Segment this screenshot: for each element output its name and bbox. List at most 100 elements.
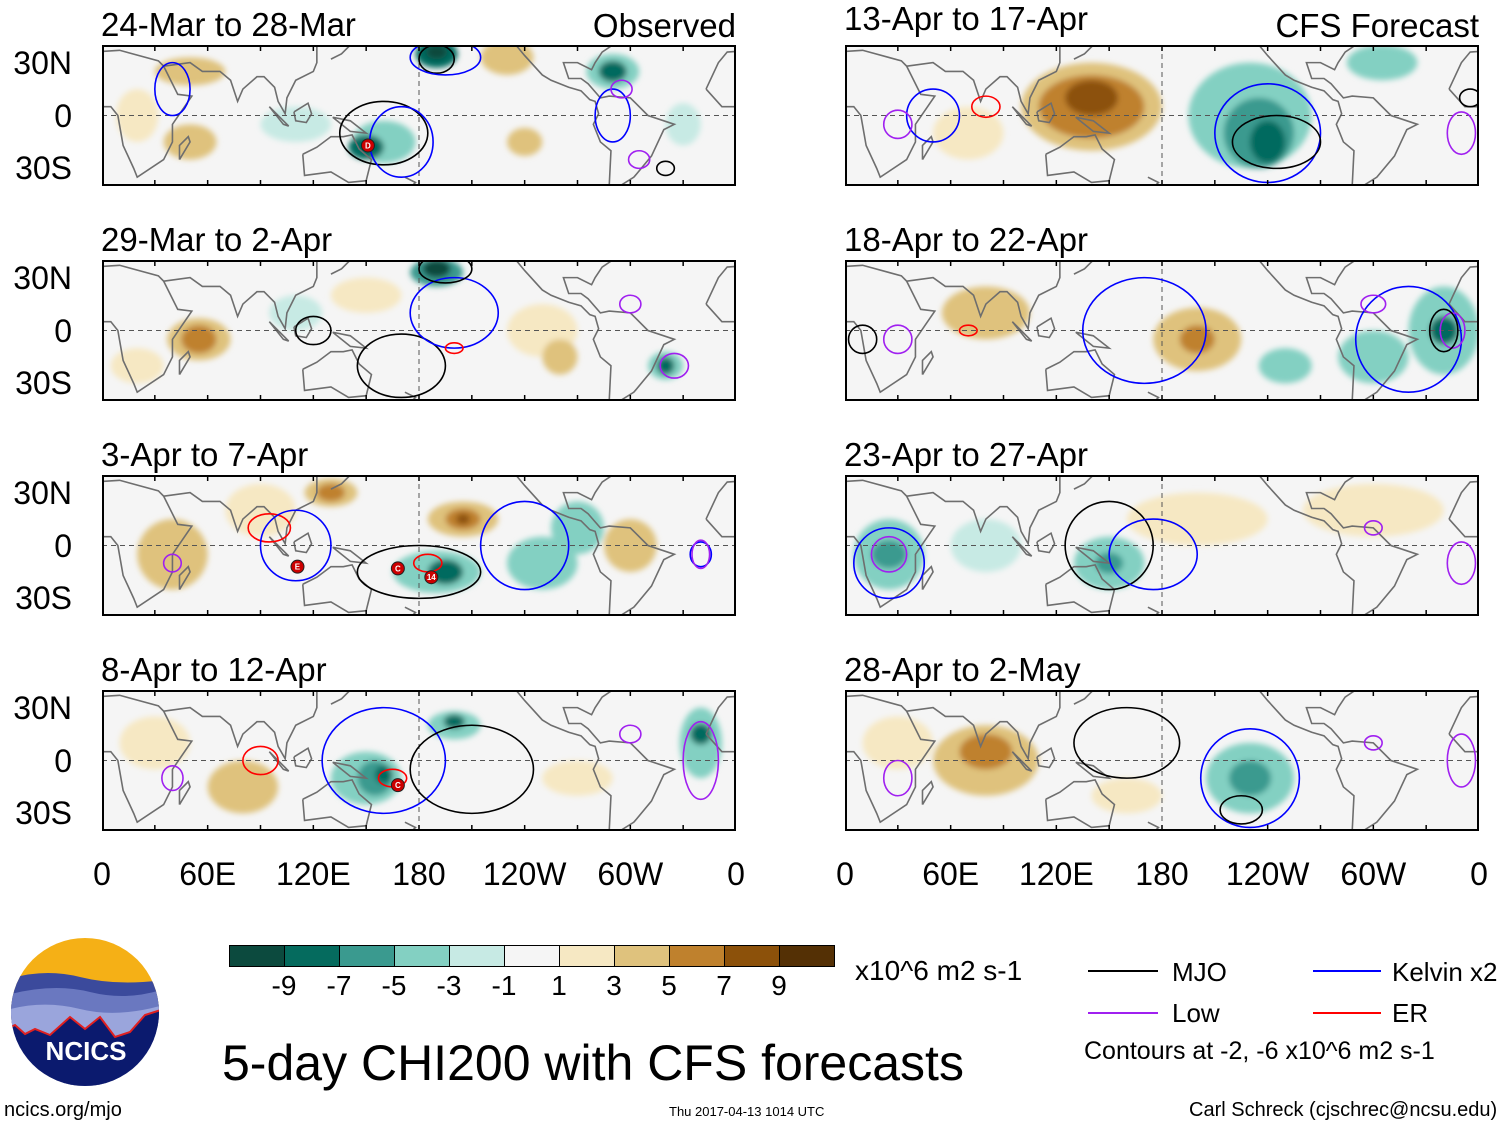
anomaly-shading — [116, 89, 159, 142]
wave-contour — [1446, 541, 1477, 586]
wave-contour — [356, 333, 447, 399]
lat-tick-label: 30N — [13, 474, 72, 511]
site-url[interactable]: ncics.org/mjo — [4, 1099, 122, 1121]
lon-tick-label: 0 — [836, 856, 854, 892]
coastline — [178, 565, 191, 590]
wave-contour — [627, 149, 651, 170]
coastline — [845, 49, 937, 179]
coastline — [330, 690, 351, 705]
wave-contour — [655, 160, 676, 177]
anomaly-shading — [1258, 348, 1312, 384]
legend-er-label: ER — [1392, 998, 1429, 1028]
panel-title: 18-Apr to 22-Apr — [844, 221, 1088, 258]
anomaly-shading — [455, 513, 471, 525]
wave-contour — [409, 45, 482, 76]
coastline — [330, 45, 351, 60]
coastline — [1305, 260, 1420, 401]
anomaly-shading — [507, 127, 543, 157]
wave-contour — [958, 324, 978, 337]
coastline — [1044, 778, 1116, 829]
coastline — [332, 331, 369, 350]
coastline — [906, 475, 1061, 547]
colorbar-swatch — [779, 945, 835, 967]
anomaly-shading — [443, 714, 465, 729]
anomaly-shading — [862, 716, 934, 770]
wave-contour — [418, 260, 473, 284]
wave-contour — [259, 509, 332, 582]
coastline — [906, 45, 1061, 117]
wave-contour — [882, 109, 913, 140]
coastline — [562, 45, 677, 186]
coastline — [562, 690, 677, 831]
wave-contour — [1108, 518, 1199, 591]
source-label: CFS Forecast — [1275, 7, 1479, 44]
anomaly-shading — [316, 483, 346, 502]
coastline — [845, 694, 937, 824]
coastline — [404, 391, 417, 401]
coastline — [332, 546, 369, 565]
panel-title: 24-Mar to 28-Mar — [101, 6, 356, 43]
coastline — [102, 694, 194, 824]
wave-contour — [1360, 294, 1387, 314]
coastline — [1075, 331, 1112, 350]
wave-contour — [882, 324, 913, 355]
anomaly-shading — [507, 536, 578, 590]
lon-tick-label: 60W — [597, 856, 664, 892]
coastline — [1073, 260, 1094, 275]
wave-contour — [479, 500, 570, 591]
author: Carl Schreck (cjschrec@ncsu.edu) — [1189, 1099, 1498, 1121]
panel-title: 3-Apr to 7-Apr — [101, 436, 309, 473]
lat-tick-label: 30S — [15, 795, 72, 832]
map-panel — [845, 475, 1479, 616]
wave-contour — [659, 352, 690, 379]
wave-contour — [1446, 733, 1477, 788]
colorbar-label: 1 — [551, 970, 567, 1001]
wave-contour — [618, 294, 642, 314]
svg-text:C: C — [395, 564, 401, 573]
lat-tick-label: 30N — [13, 259, 72, 296]
lon-tick-label: 0 — [93, 856, 111, 892]
coastline — [102, 49, 194, 179]
panel-title: 28-Apr to 2-May — [844, 651, 1081, 688]
wave-contour — [161, 764, 184, 792]
wave-contour — [1219, 794, 1264, 825]
wave-contour — [882, 759, 913, 797]
coastline — [293, 316, 313, 339]
coastline — [163, 260, 318, 332]
coastline — [330, 260, 351, 275]
panel-title: 23-Apr to 27-Apr — [844, 436, 1088, 473]
colorbar-swatch — [504, 945, 560, 967]
coastline — [1075, 116, 1112, 135]
wave-contour — [905, 88, 961, 143]
colorbar-swatch — [284, 945, 340, 967]
coastline — [1147, 821, 1160, 831]
coastline — [1305, 690, 1420, 831]
coastline — [845, 264, 937, 394]
lon-tick-label: 60E — [922, 856, 980, 892]
lat-tick-label: 0 — [54, 97, 72, 134]
wave-contour — [1081, 276, 1207, 385]
coastline — [1073, 690, 1094, 705]
wave-contour — [444, 342, 464, 355]
colorbar-label: 9 — [771, 970, 787, 1001]
coastline — [178, 135, 191, 160]
coastline — [1258, 475, 1355, 616]
coastline — [330, 475, 351, 490]
anomaly-shading — [1179, 325, 1215, 354]
coastline — [1044, 348, 1116, 399]
wave-contour — [242, 745, 279, 776]
wave-contour — [691, 539, 711, 570]
legend-low-label: Low — [1172, 998, 1220, 1028]
legend-er-line — [1313, 1012, 1381, 1014]
coastline — [293, 101, 313, 124]
coastline — [1258, 690, 1355, 831]
coastline — [1073, 475, 1094, 490]
coastline — [102, 264, 194, 394]
wave-contour — [418, 45, 456, 74]
coastline — [1305, 45, 1420, 186]
lon-tick-label: 0 — [727, 856, 745, 892]
anomaly-shading — [665, 103, 701, 146]
wave-contour — [321, 706, 447, 815]
coastline — [1305, 475, 1420, 616]
wave-contour — [409, 724, 535, 815]
